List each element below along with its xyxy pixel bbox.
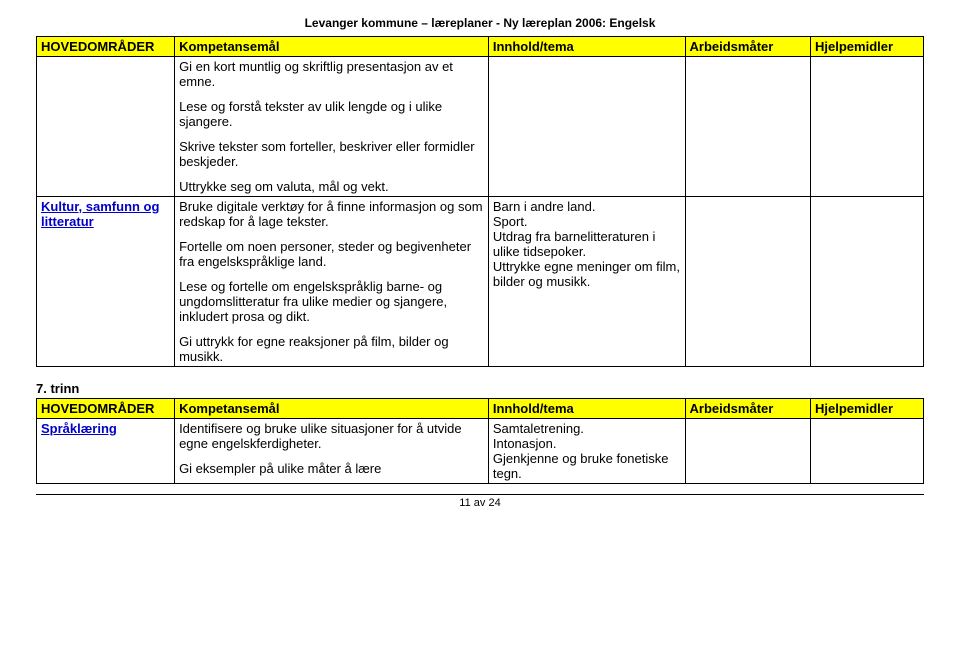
table-header-row: HOVEDOMRÅDER Kompetansemål Innhold/tema … bbox=[37, 37, 924, 57]
cell-text: Gjenkjenne og bruke fonetiske tegn. bbox=[493, 451, 669, 481]
table-7trinn: HOVEDOMRÅDER Kompetansemål Innhold/tema … bbox=[36, 398, 924, 484]
col-header-hovedomrader: HOVEDOMRÅDER bbox=[37, 37, 175, 57]
cell-empty bbox=[685, 419, 811, 484]
col-header-arbeidsmater: Arbeidsmåter bbox=[685, 37, 811, 57]
cell-text: Lese og forstå tekster av ulik lengde og… bbox=[179, 99, 484, 129]
document-header: Levanger kommune – læreplaner - Ny lærep… bbox=[36, 16, 924, 30]
hov-label: Kultur, samfunn og litteratur bbox=[41, 199, 159, 229]
cell-text: Uttrykke seg om valuta, mål og vekt. bbox=[179, 179, 484, 194]
cell-text: Gi uttrykk for egne reaksjoner på film, … bbox=[179, 334, 484, 364]
col-header-innhold: Innhold/tema bbox=[488, 399, 685, 419]
hov-label: Språklæring bbox=[41, 421, 117, 436]
col-header-arbeidsmater: Arbeidsmåter bbox=[685, 399, 811, 419]
col-header-kompetansemal: Kompetansemål bbox=[175, 37, 489, 57]
col-header-kompetansemal: Kompetansemål bbox=[175, 399, 489, 419]
col-header-hovedomrader: HOVEDOMRÅDER bbox=[37, 399, 175, 419]
cell-text: Fortelle om noen personer, steder og beg… bbox=[179, 239, 484, 269]
table-row: Kultur, samfunn og litteratur Bruke digi… bbox=[37, 197, 924, 367]
page-number: 11 av 24 bbox=[36, 494, 924, 509]
cell-text: Skrive tekster som forteller, beskriver … bbox=[179, 139, 484, 169]
cell-text: Lese og fortelle om engelskspråklig barn… bbox=[179, 279, 484, 324]
cell-text: Utdrag fra barnelitteraturen i ulike tid… bbox=[493, 229, 656, 259]
cell-empty bbox=[811, 419, 924, 484]
cell-empty bbox=[488, 57, 685, 197]
cell-text: Uttrykke egne meninger om film, bilder o… bbox=[493, 259, 680, 289]
cell-empty bbox=[685, 197, 811, 367]
cell-text: Gi eksempler på ulike måter å lære bbox=[179, 461, 484, 476]
cell-komp: Gi en kort muntlig og skriftlig presenta… bbox=[175, 57, 489, 197]
col-header-innhold: Innhold/tema bbox=[488, 37, 685, 57]
cell-hov-kultur: Kultur, samfunn og litteratur bbox=[37, 197, 175, 367]
cell-hov-empty bbox=[37, 57, 175, 197]
cell-text: Barn i andre land. bbox=[493, 199, 596, 214]
table-row: Språklæring Identifisere og bruke ulike … bbox=[37, 419, 924, 484]
cell-empty bbox=[685, 57, 811, 197]
cell-empty bbox=[811, 57, 924, 197]
cell-empty bbox=[811, 197, 924, 367]
table-header-row: HOVEDOMRÅDER Kompetansemål Innhold/tema … bbox=[37, 399, 924, 419]
table-main: HOVEDOMRÅDER Kompetansemål Innhold/tema … bbox=[36, 36, 924, 367]
page: Levanger kommune – læreplaner - Ny lærep… bbox=[0, 0, 960, 519]
cell-hov-spraklaring: Språklæring bbox=[37, 419, 175, 484]
cell-text: Bruke digitale verktøy for å finne infor… bbox=[179, 199, 484, 229]
cell-komp: Bruke digitale verktøy for å finne infor… bbox=[175, 197, 489, 367]
cell-komp: Identifisere og bruke ulike situasjoner … bbox=[175, 419, 489, 484]
cell-text: Intonasjon. bbox=[493, 436, 557, 451]
cell-innhold: Barn i andre land. Sport. Utdrag fra bar… bbox=[488, 197, 685, 367]
cell-innhold: Samtaletrening. Intonasjon. Gjenkjenne o… bbox=[488, 419, 685, 484]
cell-text: Sport. bbox=[493, 214, 528, 229]
section-label-7trinn: 7. trinn bbox=[36, 381, 924, 396]
cell-text: Gi en kort muntlig og skriftlig presenta… bbox=[179, 59, 484, 89]
table-row: Gi en kort muntlig og skriftlig presenta… bbox=[37, 57, 924, 197]
col-header-hjelpemidler: Hjelpemidler bbox=[811, 399, 924, 419]
col-header-hjelpemidler: Hjelpemidler bbox=[811, 37, 924, 57]
cell-text: Identifisere og bruke ulike situasjoner … bbox=[179, 421, 484, 451]
cell-text: Samtaletrening. bbox=[493, 421, 584, 436]
